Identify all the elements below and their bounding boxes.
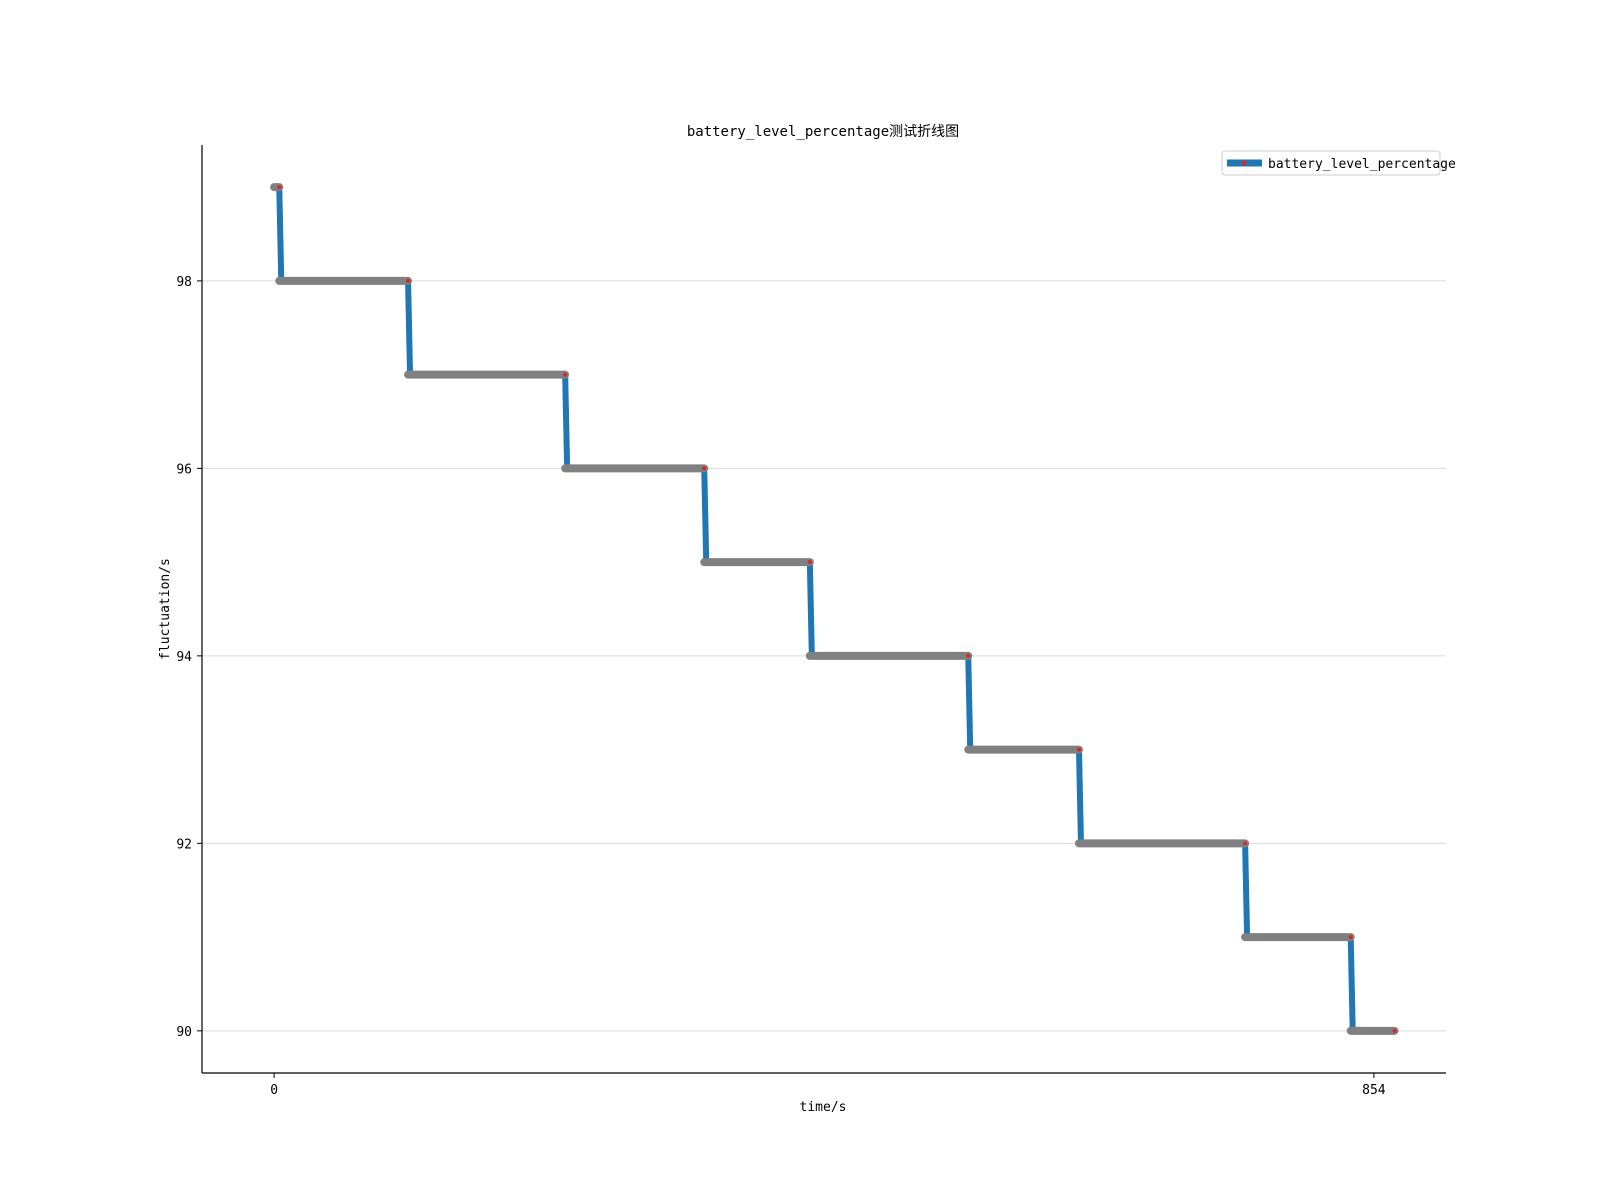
data-point-marker — [1392, 1028, 1397, 1033]
data-point-marker — [807, 560, 812, 565]
x-axis-label: time/s — [800, 1100, 847, 1115]
plot-area — [270, 183, 1399, 1035]
data-point-marker — [1243, 841, 1248, 846]
series-line-segment — [276, 187, 285, 281]
legend: battery_level_percentage — [1221, 150, 1456, 176]
series-line-segment — [806, 562, 815, 656]
axes: 90 92 94 96 98 0 854 — [176, 145, 1446, 1098]
x-tick-label: 0 — [270, 1083, 278, 1098]
data-point-marker — [406, 278, 411, 283]
data-point-marker — [1076, 747, 1081, 752]
series-line-segment — [701, 468, 710, 563]
series-line-segment — [1347, 937, 1356, 1031]
data-point-marker — [1348, 935, 1353, 940]
data-point-marker — [702, 466, 707, 471]
legend-label: battery_level_percentage — [1268, 157, 1456, 172]
chart-title: battery_level_percentage测试折线图 — [687, 124, 959, 140]
y-tick-label: 98 — [176, 275, 192, 290]
y-axis-label: fluctuation/s — [158, 558, 173, 660]
series-line-segment — [562, 374, 571, 469]
series-line-segment — [405, 280, 414, 375]
x-tick-label: 854 — [1362, 1083, 1386, 1098]
y-tick-label: 92 — [176, 837, 192, 852]
y-tick-label: 96 — [176, 462, 192, 477]
data-point-marker — [277, 185, 282, 190]
y-tick-label: 90 — [176, 1025, 192, 1040]
legend-marker-swatch — [1241, 160, 1247, 166]
legend-box — [1221, 150, 1441, 176]
series-line-segment — [1242, 843, 1251, 938]
y-tick-label: 94 — [176, 650, 192, 665]
series-line-segment — [1075, 749, 1084, 844]
series-line-segment — [965, 655, 974, 750]
data-point-marker — [563, 372, 568, 377]
data-point-marker — [966, 653, 971, 658]
